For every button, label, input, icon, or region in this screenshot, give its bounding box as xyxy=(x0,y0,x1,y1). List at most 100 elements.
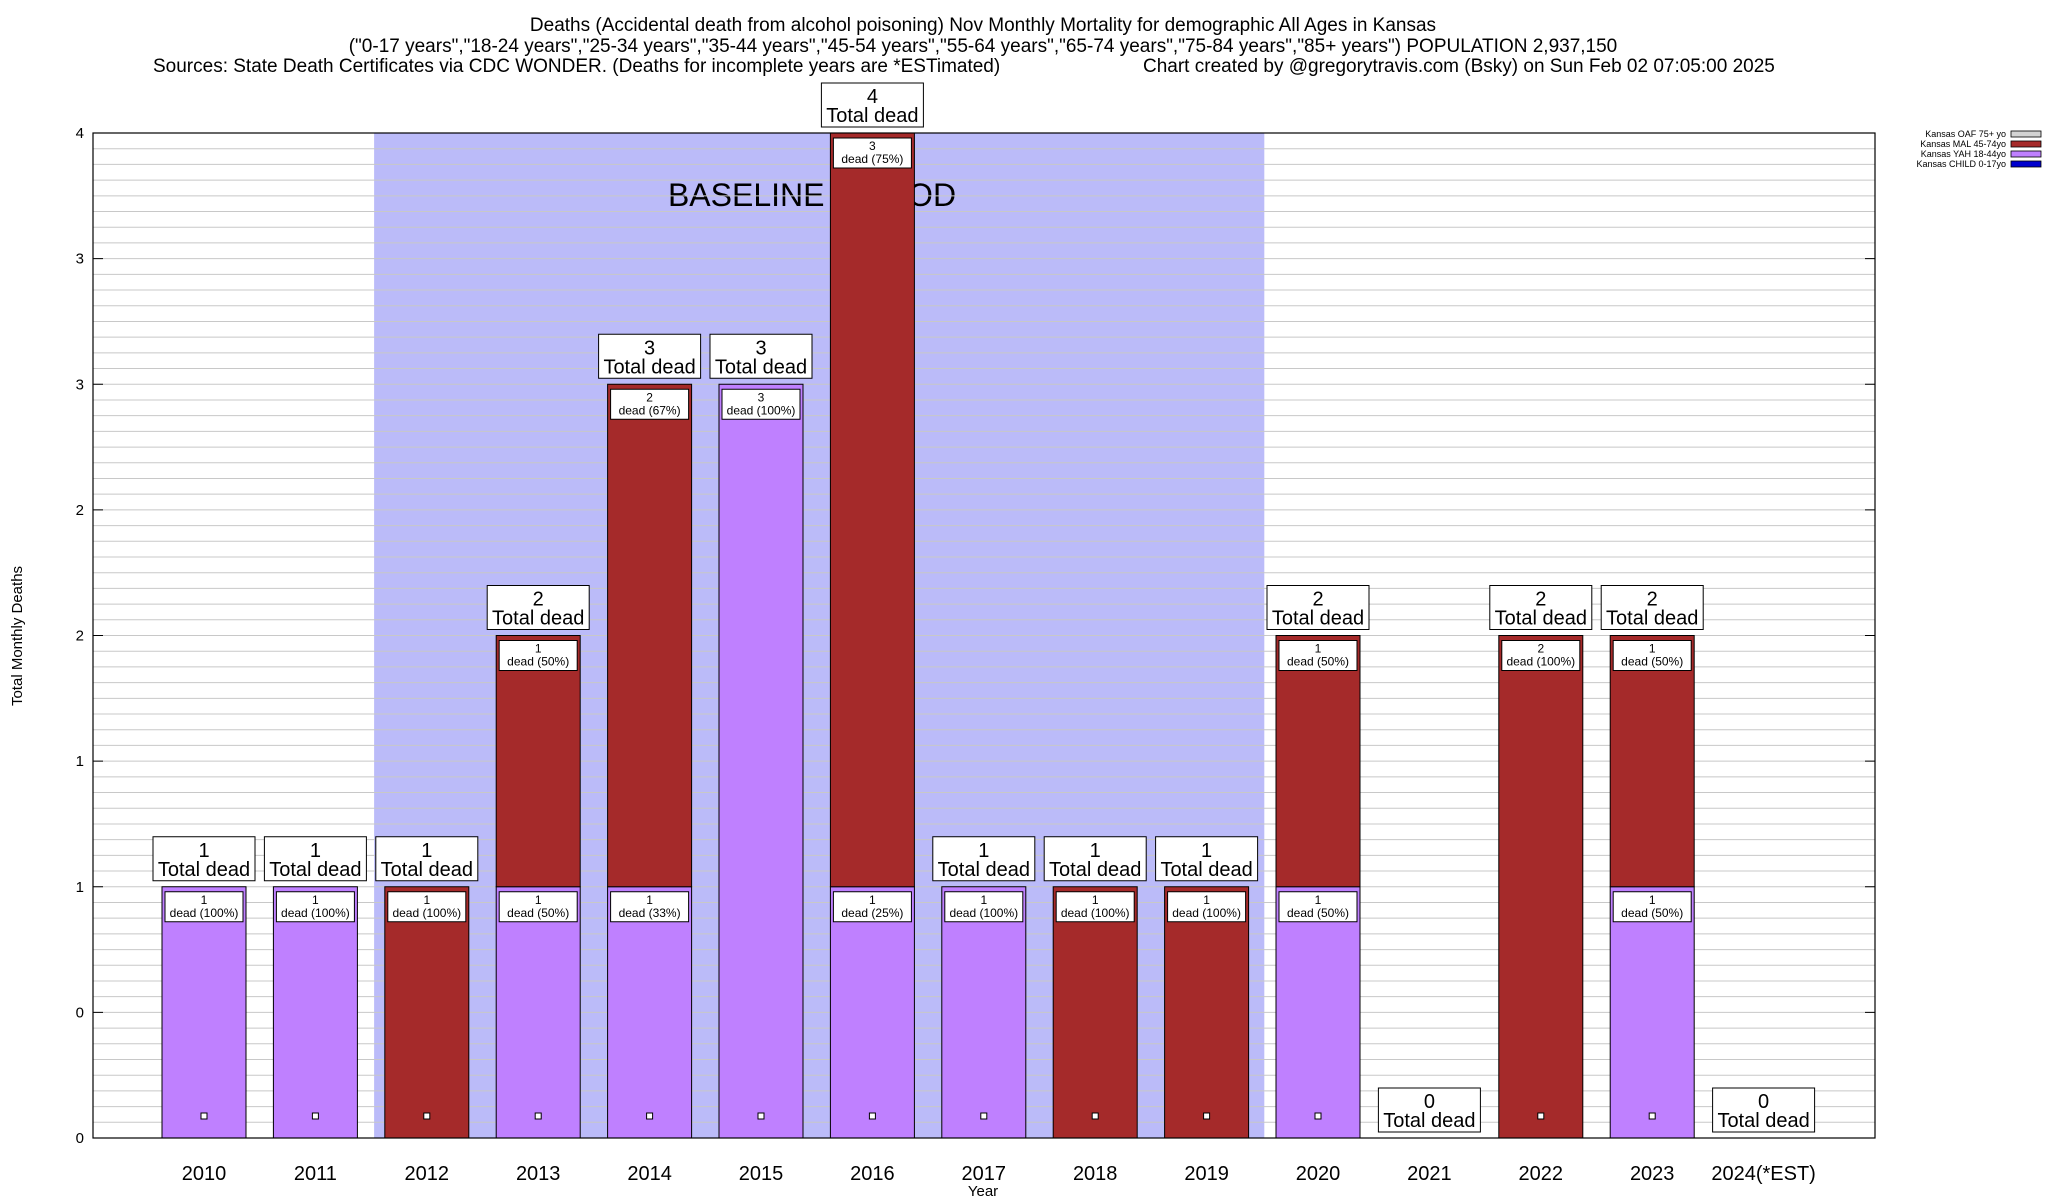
segment-label-box xyxy=(944,891,1024,923)
segment-label-count: 1 xyxy=(980,893,987,907)
total-label-text: Total dead xyxy=(938,859,1030,881)
total-label-box xyxy=(1712,1087,1816,1133)
x-tick-label: 2018 xyxy=(1073,1163,1118,1185)
total-label-value: 2 xyxy=(1312,589,1323,611)
total-label-text: Total dead xyxy=(1272,608,1364,630)
legend-entry-label: Kansas YAH 18-44yo xyxy=(1921,149,2006,159)
y-tick-label: 1 xyxy=(76,753,84,770)
segment-label-box xyxy=(1612,640,1692,671)
x-tick-marker xyxy=(1648,1112,1656,1120)
x-tick-label: 2023 xyxy=(1630,1163,1675,1185)
bar-segment xyxy=(495,886,581,1139)
y-tick-label: 3 xyxy=(76,376,84,393)
total-label-text: Total dead xyxy=(1383,1110,1475,1132)
legend-entry-label: Kansas OAF 75+ yo xyxy=(1925,129,2006,139)
segment-label-box xyxy=(1167,891,1247,923)
segment-label-count: 1 xyxy=(1315,642,1322,656)
segment-label-count: 3 xyxy=(758,390,765,404)
chart-title-line-2: ("0-17 years","18-24 years","25-34 years… xyxy=(349,36,1618,57)
total-label-value: 1 xyxy=(1090,840,1101,862)
x-tick-marker xyxy=(757,1112,765,1120)
segment-label-text: dead (50%) xyxy=(1621,655,1683,669)
y-tick-label: 0 xyxy=(76,1004,84,1021)
bar-segment xyxy=(829,886,915,1139)
segment-label-text: dead (33%) xyxy=(619,906,681,920)
x-tick-marker xyxy=(311,1112,319,1120)
x-tick-label: 2015 xyxy=(739,1163,784,1185)
total-label-value: 2 xyxy=(1647,589,1658,611)
bar-segment xyxy=(1275,886,1361,1139)
y-tick-label: 4 xyxy=(76,125,84,142)
total-label-value: 2 xyxy=(533,589,544,611)
segment-label-text: dead (50%) xyxy=(1287,655,1349,669)
total-label-value: 0 xyxy=(1758,1091,1769,1113)
segment-label-box xyxy=(498,640,578,671)
x-tick-marker xyxy=(1091,1112,1099,1120)
bar-segment xyxy=(829,132,915,888)
chart-title-line-1: Deaths (Accidental death from alcohol po… xyxy=(530,15,1436,36)
x-tick-marker xyxy=(1203,1112,1211,1120)
x-tick-marker xyxy=(534,1112,542,1120)
segment-label-text: dead (100%) xyxy=(281,906,350,920)
segment-label-count: 1 xyxy=(535,893,542,907)
segment-label-box xyxy=(164,891,244,923)
x-tick-marker xyxy=(646,1112,654,1120)
total-label-text: Total dead xyxy=(492,608,584,630)
x-tick-label: 2010 xyxy=(182,1163,227,1185)
bar-segment xyxy=(272,886,358,1139)
x-tick-label: 2019 xyxy=(1184,1163,1229,1185)
legend-entry-swatch xyxy=(2010,130,2042,138)
total-label-box xyxy=(152,836,256,882)
segment-label-text: dead (100%) xyxy=(170,906,239,920)
x-tick-marker xyxy=(423,1112,431,1120)
segment-label-text: dead (100%) xyxy=(1061,906,1130,920)
bar-segment xyxy=(1052,886,1138,1139)
x-tick-label: 2017 xyxy=(962,1163,1007,1185)
segment-label-text: dead (67%) xyxy=(619,403,681,417)
total-label-value: 1 xyxy=(198,840,209,862)
x-axis-ticks: 2010 2011 2012 2013 2014 2015 2016 2017 2018 2019… xyxy=(182,1112,1816,1185)
x-tick-marker xyxy=(1537,1112,1545,1120)
segment-label-count: 1 xyxy=(1315,893,1322,907)
total-label-box xyxy=(1377,1087,1481,1133)
total-label-text: Total dead xyxy=(1160,859,1252,881)
segment-label-text: dead (25%) xyxy=(841,906,903,920)
segment-label-count: 1 xyxy=(646,893,653,907)
total-label-text: Total dead xyxy=(715,356,807,378)
segment-label-box xyxy=(1278,640,1358,671)
segment-label-box xyxy=(832,891,912,923)
segment-label-box xyxy=(721,388,801,420)
x-tick-marker xyxy=(200,1112,208,1120)
bar-segment xyxy=(941,886,1027,1139)
x-tick-label: 2014 xyxy=(627,1163,672,1185)
total-label-text: Total dead xyxy=(603,356,695,378)
segment-label-count: 1 xyxy=(1092,893,1099,907)
total-label-box xyxy=(598,333,702,379)
segment-label-count: 1 xyxy=(201,893,208,907)
legend-entry-swatch xyxy=(2010,150,2042,158)
total-label-text: Total dead xyxy=(1717,1110,1809,1132)
segment-label-box xyxy=(1278,891,1358,923)
chart-sources-note: Sources: State Death Certificates via CD… xyxy=(153,56,1000,77)
total-label-value: 4 xyxy=(867,86,878,108)
segment-label-count: 1 xyxy=(869,893,876,907)
segment-label-text: dead (50%) xyxy=(507,655,569,669)
x-tick-label: 2021 xyxy=(1407,1163,1452,1185)
total-label-value: 1 xyxy=(1201,840,1212,862)
y-tick-label: 1 xyxy=(76,879,84,896)
segment-label-box xyxy=(387,891,467,923)
bars xyxy=(161,132,1695,1139)
total-label-value: 3 xyxy=(644,337,655,359)
bar-segment xyxy=(1609,886,1695,1139)
y-axis-ticks: 0 0 1 1 2 2 3 3 4 xyxy=(76,125,1875,1147)
segment-label-text: dead (100%) xyxy=(727,403,796,417)
bar-segment xyxy=(495,635,581,888)
segment-label-text: dead (100%) xyxy=(949,906,1018,920)
total-label-text: Total dead xyxy=(1049,859,1141,881)
segment-label-box xyxy=(1055,891,1135,923)
bar-segment xyxy=(1275,635,1361,888)
total-label-box xyxy=(1266,585,1370,630)
total-label-value: 1 xyxy=(421,840,432,862)
